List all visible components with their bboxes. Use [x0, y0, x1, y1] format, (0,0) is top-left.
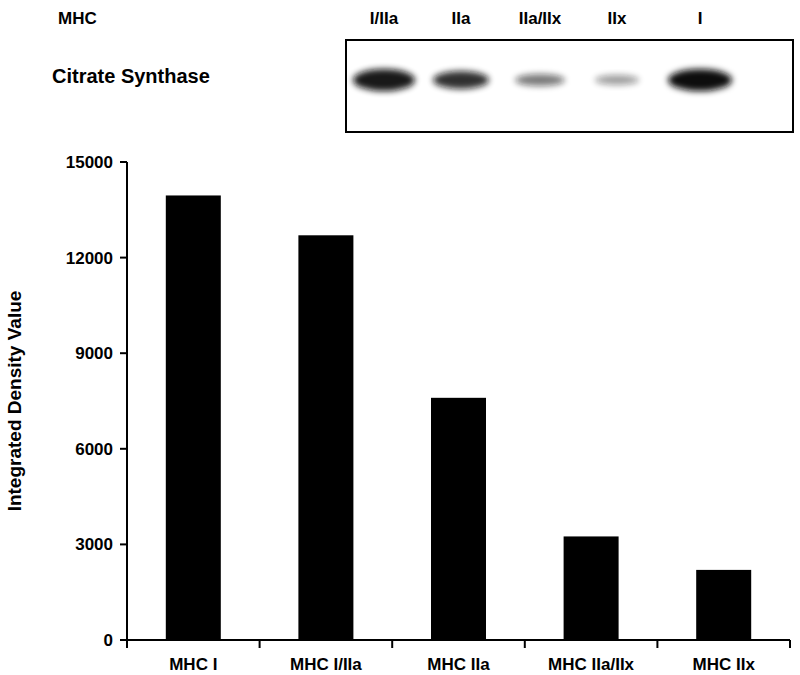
y-tick — [120, 352, 127, 354]
x-tick — [126, 640, 128, 648]
x-tick — [391, 640, 393, 648]
y-tick-label: 9000 — [75, 344, 113, 363]
y-tick-label: 12000 — [66, 249, 113, 268]
y-axis — [126, 162, 128, 640]
y-tick — [120, 257, 127, 259]
bar — [166, 195, 221, 640]
x-tick-label: MHC I/IIa — [290, 655, 362, 674]
x-tick-label: MHC I — [169, 655, 217, 674]
bar — [431, 398, 486, 640]
y-tick-label: 0 — [104, 631, 113, 650]
bars — [166, 195, 751, 640]
x-axis — [127, 639, 790, 641]
y-tick — [120, 639, 127, 641]
blot-frame — [346, 40, 793, 132]
x-tick — [259, 640, 261, 648]
blot-header: MHC — [58, 9, 97, 28]
bar — [298, 235, 353, 640]
y-tick — [120, 543, 127, 545]
y-tick-label: 6000 — [75, 440, 113, 459]
y-axis-label: Integrated Density Value — [4, 291, 25, 512]
y-tick — [120, 161, 127, 163]
lane-label: I — [698, 9, 703, 28]
x-tick-label: MHC IIx — [693, 655, 756, 674]
y-tick-label: 15000 — [66, 153, 113, 172]
bar — [564, 536, 619, 640]
x-tick-label: MHC IIa/IIx — [548, 655, 635, 674]
blot-row-label: Citrate Synthase — [52, 65, 210, 87]
lane-label: I/IIa — [370, 9, 399, 28]
figure: MHC Citrate Synthase I/IIa IIa IIa/IIx IIx I 0 3… — [0, 0, 800, 675]
lane-label: IIa — [452, 9, 471, 28]
canvas: MHC Citrate Synthase I/IIa IIa IIa/IIx IIx I 0 3… — [0, 0, 800, 675]
blot-band — [433, 71, 489, 89]
lane-label: IIa/IIx — [519, 9, 562, 28]
y-tick — [120, 448, 127, 450]
x-tick — [656, 640, 658, 648]
bar — [696, 570, 751, 640]
x-tick — [524, 640, 526, 648]
x-tick — [789, 640, 791, 648]
blot-band — [353, 69, 415, 91]
x-tick-label: MHC IIa — [427, 655, 490, 674]
blot-band — [668, 69, 732, 91]
y-tick-label: 3000 — [75, 535, 113, 554]
blot-band — [595, 75, 639, 85]
blot-band — [515, 74, 565, 86]
lane-label: IIx — [608, 9, 627, 28]
